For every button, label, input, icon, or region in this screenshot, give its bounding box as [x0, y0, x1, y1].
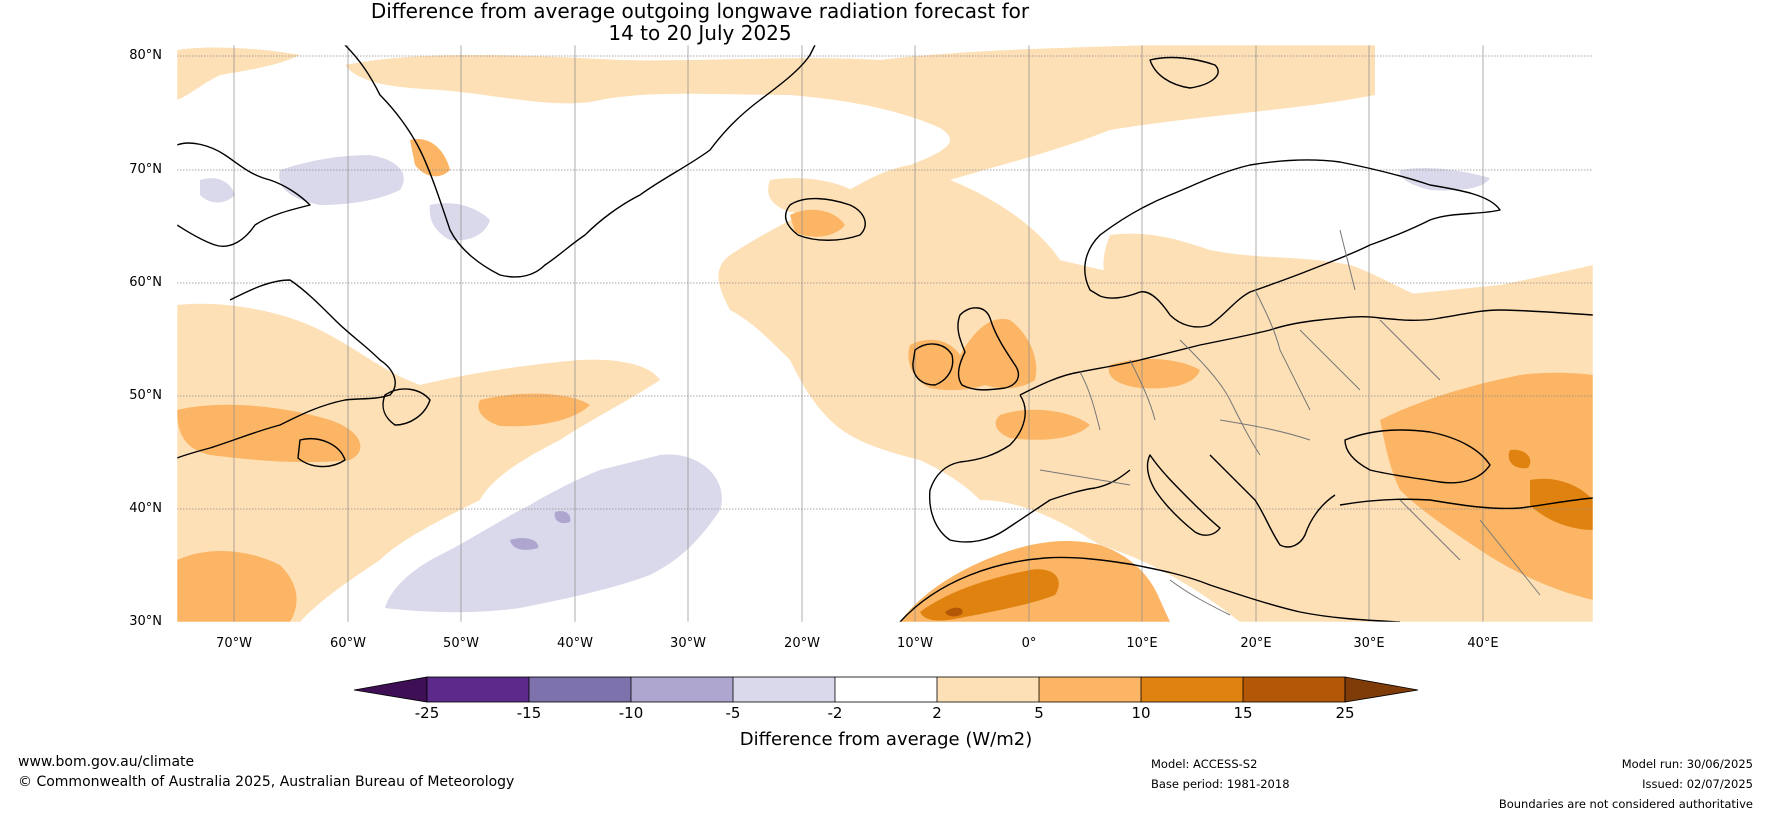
coast-baffin-island [177, 142, 311, 247]
shade-labrador-negative [200, 178, 235, 203]
shade-black-sea-10-15 [1508, 449, 1531, 469]
model-run-date: Model run: 30/06/2025 [1621, 757, 1753, 771]
coast-greenland [344, 45, 816, 278]
colorbar: -25 -15 -10 -5 -2 2 5 10 15 25 Differenc… [353, 676, 1419, 750]
shade-north-atlantic-2-5 [345, 45, 1593, 622]
coast-scandinavia [1084, 159, 1501, 328]
colorbar-segment [427, 677, 529, 702]
colorbar-tick: -15 [517, 704, 542, 722]
coast-europe-mainland [1019, 309, 1593, 396]
lat-label: 80°N [129, 48, 162, 63]
colorbar-segment [733, 677, 835, 702]
colorbar-segment [1243, 677, 1345, 702]
shade-mid-atlantic-5-10 [478, 393, 590, 427]
colorbar-tick: 25 [1335, 704, 1354, 722]
colorbar-tick: 10 [1131, 704, 1150, 722]
shade-sahara-15-25 [945, 607, 963, 617]
colorbar-tick: 2 [932, 704, 942, 722]
coast-black-sea [1344, 429, 1491, 484]
lat-label: 70°N [129, 162, 162, 177]
lon-label: 10°E [1126, 636, 1158, 651]
colorbar-extend-min [353, 676, 428, 703]
lon-label: 20°E [1240, 636, 1272, 651]
coast-svalbard [1149, 56, 1219, 89]
colorbar-segment [631, 677, 733, 702]
lat-label: 40°N [129, 501, 162, 516]
lat-label: 50°N [129, 388, 162, 403]
model-name: Model: ACCESS-S2 [1151, 757, 1258, 771]
colorbar-extend-max [1344, 676, 1419, 703]
map-graticule [177, 45, 1593, 622]
shade-greenland-coast-5-10 [410, 139, 450, 177]
shade-barents-negative [1399, 167, 1490, 191]
shade-iceland-5-10 [790, 209, 845, 237]
lon-label: 70°W [216, 636, 252, 651]
lat-label: 60°N [129, 275, 162, 290]
lon-label: 40°E [1467, 636, 1499, 651]
colorbar-segment [529, 677, 631, 702]
boundaries-disclaimer: Boundaries are not considered authoritat… [1498, 797, 1753, 811]
shade-black-sea-region-5-10 [1380, 372, 1593, 600]
coast-newfoundland [382, 388, 431, 426]
lon-label: 50°W [443, 636, 479, 651]
colorbar-tick: -5 [726, 704, 741, 722]
lon-label: 30°W [670, 636, 706, 651]
lon-label: 60°W [330, 636, 366, 651]
shade-subtropical-negative [510, 537, 539, 550]
coast-nova-scotia [297, 438, 346, 468]
shade-scandinavia-2-5 [1103, 233, 1500, 360]
shade-subtropical-west-5-10 [177, 550, 297, 622]
colorbar-tick: 15 [1233, 704, 1252, 722]
coast-turkey [1339, 497, 1593, 510]
copyright-notice: © Commonwealth of Australia 2025, Austra… [18, 774, 515, 790]
lon-label: 0° [1021, 636, 1037, 651]
country-borders [1039, 229, 1541, 616]
lon-label: 20°W [784, 636, 820, 651]
shade-newfoundland-5-10 [177, 404, 361, 463]
shade-baffin-negative [279, 155, 404, 205]
colorbar-tick: -25 [415, 704, 440, 722]
coast-iberia-france [928, 394, 1131, 543]
coast-iceland [784, 197, 866, 241]
lon-label: 10°W [897, 636, 933, 651]
coast-labrador [177, 279, 396, 459]
coast-balkans-greece [1209, 454, 1336, 548]
shade-mid-atlantic-negative [385, 454, 722, 613]
colorbar-label: Difference from average (W/m2) [740, 729, 1032, 750]
lon-label: 40°W [557, 636, 593, 651]
coast-ireland [912, 343, 954, 386]
issued-date: Issued: 02/07/2025 [1642, 777, 1753, 791]
colorbar-segment [835, 677, 937, 702]
coast-italy [1146, 454, 1221, 536]
colorbar-tick: 5 [1034, 704, 1044, 722]
colorbar-tick: -2 [828, 704, 843, 722]
shade-morocco-algeria-10-15 [920, 569, 1059, 621]
anomaly-shading [177, 45, 1593, 622]
shade-central-europe-5-10 [1108, 358, 1200, 389]
map-title-line-1: Difference from average outgoing longwav… [370, 0, 1030, 23]
colorbar-tick: -10 [619, 704, 644, 722]
coastlines [177, 45, 1593, 622]
lon-label: 30°E [1353, 636, 1385, 651]
colorbar-segment [937, 677, 1039, 702]
colorbar-segment [1039, 677, 1141, 702]
coast-great-britain [957, 307, 1020, 391]
map-title-line-2: 14 to 20 July 2025 [608, 21, 792, 45]
shade-caucasus-10-15 [1530, 478, 1593, 530]
shade-ireland-uk-5-10 [908, 319, 1037, 391]
coast-north-africa [899, 556, 1401, 622]
lat-label: 30°N [129, 614, 162, 629]
colorbar-segment [1141, 677, 1243, 702]
base-period: Base period: 1981-2018 [1151, 777, 1290, 791]
shade-atlantic-negative-patch [554, 511, 571, 524]
shade-west-atlantic-2-5 [177, 303, 660, 622]
shade-canada-arctic-2-5 [177, 47, 300, 100]
website-link[interactable]: www.bom.gov.au/climate [18, 754, 195, 770]
